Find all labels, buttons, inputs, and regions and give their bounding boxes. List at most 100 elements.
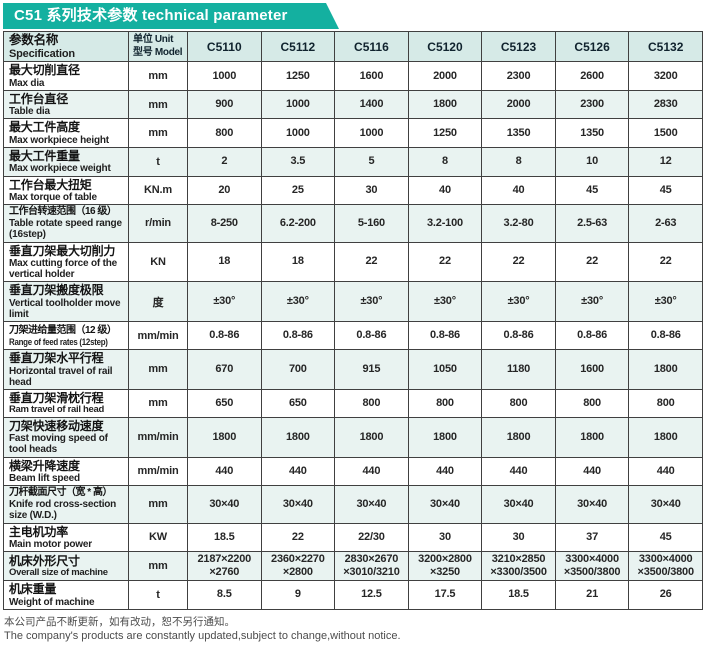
value-cell: 3.5 (260, 147, 336, 177)
value-cell: 1250 (407, 118, 483, 149)
value-cell: 800 (334, 388, 409, 418)
value-cell: 22 (334, 241, 409, 283)
unit-cell: mm/min (128, 321, 188, 351)
value-cell: 37 (554, 522, 630, 553)
value-cell: 915 (334, 349, 409, 390)
spec-cell: 主电机功率 Main motor power (3, 522, 129, 553)
value-cell: ±30° (334, 281, 409, 323)
value-cell: 21 (554, 580, 630, 610)
value-cell: ±30° (554, 281, 630, 323)
value-cell: 5 (334, 147, 409, 177)
value-cell: 1800 (334, 416, 409, 458)
spec-cell: 工作台最大扭矩 Max torque of table (3, 175, 129, 206)
value-cell: 800 (481, 388, 556, 418)
spec-cell: 垂直刀架滑枕行程 Ram travel of rail head (3, 388, 129, 418)
spec-label-en: Knife rod cross-section size (W.D.) (9, 499, 117, 522)
value-cell: 6.2-200 (260, 204, 336, 243)
table-row: 垂直刀架最大切削力 Max cutting force of the vertic… (3, 241, 703, 283)
value-cell: ±30° (628, 281, 703, 323)
spec-label-en: Main motor power (9, 539, 92, 550)
spec-label-en: Overall size of machine (9, 567, 108, 579)
spec-label-cn: 最大切削直径 (9, 63, 80, 78)
value-cell: 0.8-86 (407, 321, 483, 351)
spec-cell: 工作台转速范围（16 级） Table rotate speed range (1… (3, 204, 129, 243)
value-cell: 1800 (260, 416, 336, 458)
value-cell: 1800 (628, 349, 703, 390)
value-cell: 8 (481, 147, 556, 177)
model-header-c5126: C5126 (554, 30, 630, 63)
value-cell: 1600 (554, 349, 630, 390)
value-cell: ±30° (187, 281, 262, 323)
value-cell: 1350 (481, 118, 556, 149)
model-header-line: 型号 Model (133, 46, 183, 58)
spec-column-header: 参数名称 Specification (3, 30, 129, 63)
spec-cell: 垂直刀架搬度极限 Vertical toolholder move limit (3, 281, 129, 323)
spec-cell: 横梁升降速度 Beam lift speed (3, 456, 129, 487)
value-cell: 1800 (628, 416, 703, 458)
spec-label-cn: 刀架进给量范围（12 级） (9, 324, 117, 336)
value-cell: 1800 (407, 416, 483, 458)
spec-cell: 最大工件高度 Max workpiece height (3, 118, 129, 149)
value-cell: 2.5-63 (554, 204, 630, 243)
unit-cell: mm (128, 349, 188, 390)
value-cell: 650 (260, 388, 336, 418)
value-cell: 0.8-86 (554, 321, 630, 351)
value-cell: 30 (481, 522, 556, 553)
value-cell: 1800 (187, 416, 262, 458)
value-cell: 22 (628, 241, 703, 283)
value-cell: 8-250 (187, 204, 262, 243)
spec-label-en: Range of feed rates (12step) (9, 336, 108, 347)
table-row: 工作台直径 Table dia mm 900 1000 1400 1800 2000 2300 2… (3, 89, 703, 120)
spec-label-cn: 垂直刀架搬度极限 (9, 283, 104, 298)
spec-label-en: Vertical toolholder move limit (9, 297, 121, 320)
value-cell: 30 (334, 175, 409, 206)
spec-cell: 机床外形尺寸 Overall size of machine (3, 551, 129, 582)
value-cell: 1180 (481, 349, 556, 390)
value-cell: 5-160 (334, 204, 409, 243)
value-cell: 440 (260, 456, 336, 487)
value-cell: ±30° (481, 281, 556, 323)
value-cell: 1000 (260, 118, 336, 149)
value-cell: 1000 (334, 118, 409, 149)
spec-label-en: Beam lift speed (9, 473, 80, 485)
table-row: 机床外形尺寸 Overall size of machine mm 2187×2200… (3, 551, 703, 582)
table-row: 垂直刀架水平行程 Horizontal travel of rail head mm… (3, 349, 703, 390)
value-cell: 670 (187, 349, 262, 390)
spec-label-cn: 刀架快速移动速度 (9, 418, 104, 433)
unit-cell: mm (128, 388, 188, 418)
spec-label-cn: 刀杆截面尺寸（宽 * 高） (9, 487, 112, 499)
spec-label-en: Horizontal travel of rail head (9, 365, 113, 388)
spec-cell: 最大工件重量 Max workpiece weight (3, 147, 129, 177)
value-cell: 440 (334, 456, 409, 487)
spec-label-en: Max torque of table (9, 192, 97, 204)
spec-label-cn: 垂直刀架水平行程 (9, 351, 104, 366)
value-cell: 1800 (554, 416, 630, 458)
unit-cell: 度 (128, 281, 188, 323)
spec-label-en: Weight of machine (9, 596, 95, 608)
unit-cell: mm/min (128, 416, 188, 458)
value-cell: 3300×4000 ×3500/3800 (628, 551, 703, 582)
spec-label-cn: 工作台最大扭矩 (9, 177, 92, 192)
value-cell: 0.8-86 (334, 321, 409, 351)
value-cell: 2000 (407, 61, 483, 91)
value-cell: 700 (260, 349, 336, 390)
spec-label-en: Max workpiece weight (9, 163, 111, 175)
spec-label-cn: 最大工件重量 (9, 149, 80, 164)
spec-label-en: Max cutting force of the vertical holder (9, 257, 117, 281)
spec-cell: 工作台直径 Table dia (3, 89, 129, 120)
value-cell: 9 (260, 580, 336, 610)
value-cell: 8.5 (187, 580, 262, 610)
spec-label-cn: 横梁升降速度 (9, 458, 80, 473)
value-cell: 1050 (407, 349, 483, 390)
value-cell: 2830×2670 ×3010/3210 (334, 551, 409, 582)
footer-note-en: The company's products are constantly up… (4, 629, 401, 642)
value-cell: 25 (260, 175, 336, 206)
spec-header-en: Specification (9, 48, 75, 60)
value-cell: 22 (260, 522, 336, 553)
spec-table: 参数名称 Specification 单位 Unit 型号 Model C511… (3, 30, 703, 610)
table-row: 刀架快速移动速度 Fast moving speed of tool heads m… (3, 416, 703, 458)
value-cell: 20 (187, 175, 262, 206)
unit-cell: t (128, 147, 188, 177)
unit-cell: mm (128, 61, 188, 91)
value-cell: 45 (628, 175, 703, 206)
